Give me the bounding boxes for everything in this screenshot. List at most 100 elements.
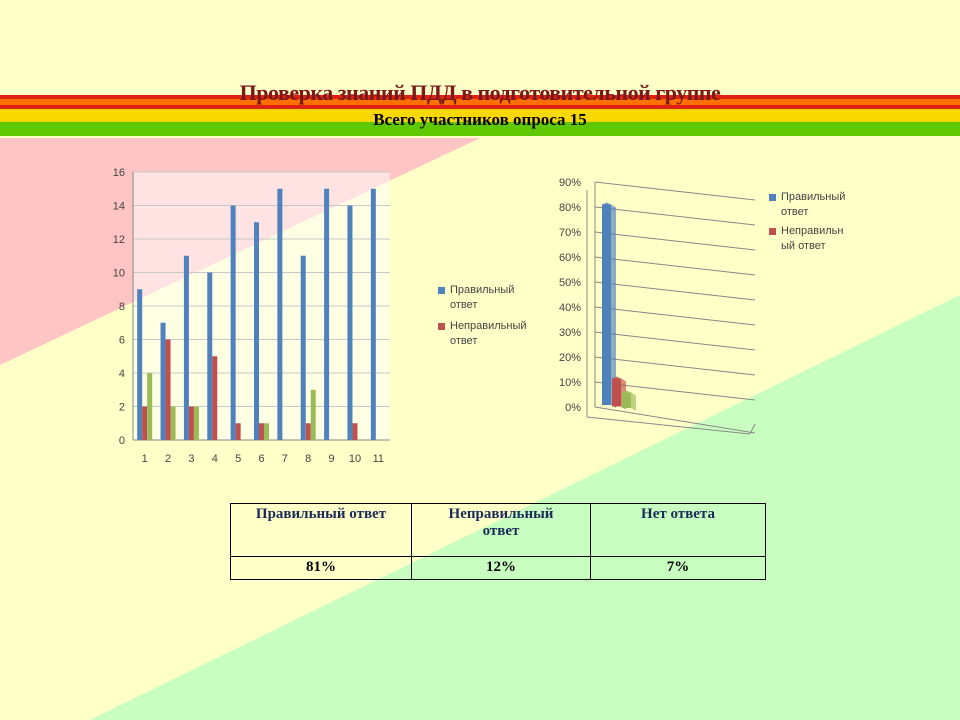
chart1-legend-incorrect: Неправильный ответ <box>438 319 527 349</box>
bar-series-2 <box>264 423 269 440</box>
bar-series-1 <box>165 339 171 440</box>
page-title: Проверка знаний ПДД в подготовительной г… <box>239 80 721 105</box>
gridline <box>594 256 756 276</box>
y-tick-label: 60% <box>559 252 581 264</box>
x-tick-label: 6 <box>258 453 264 465</box>
bar-series-0 <box>324 188 330 440</box>
bar-series-0 <box>230 205 236 440</box>
legend-swatch-correct <box>438 287 445 294</box>
y-tick-label: 0% <box>565 402 581 414</box>
stripe-orange <box>0 99 960 105</box>
y-tick-label: 8 <box>119 301 125 313</box>
y-tick-label: 12 <box>113 234 125 246</box>
table-header-row: Правильный ответ Неправильный ответ Нет … <box>230 503 766 557</box>
bar-top-series-2 <box>622 390 636 396</box>
bar-series-2 <box>193 406 199 440</box>
bar-series-0 <box>347 205 353 440</box>
bar-series-1 <box>212 356 218 440</box>
bar-series-1 <box>142 406 148 440</box>
y-tick-label: 90% <box>559 177 581 189</box>
legend-label: Правильный <box>781 191 846 203</box>
header-text: Неправильный <box>448 506 554 522</box>
table-cell: 12% <box>411 556 591 580</box>
gridline <box>594 356 756 376</box>
chart2-legend-correct: Правильный ответ <box>769 190 845 220</box>
bar-series-0 <box>370 188 376 440</box>
legend-label: Неправильный <box>450 320 527 332</box>
bar-series-0 <box>137 289 143 440</box>
chart2-legend-incorrect: Неправильн ый ответ <box>769 224 845 254</box>
bar-series-0 <box>207 272 213 440</box>
x-tick-label: 3 <box>188 453 194 465</box>
x-axis <box>586 416 751 435</box>
x-tick-label: 1 <box>142 453 148 465</box>
bar-series-0 <box>160 322 166 440</box>
gridline <box>594 231 756 251</box>
legend-swatch-incorrect <box>769 228 776 235</box>
bar-series-0 <box>254 222 259 440</box>
gridline <box>594 206 756 226</box>
bar-series-2 <box>147 373 153 440</box>
x-tick-label: 4 <box>212 453 218 465</box>
y-tick-label: 14 <box>113 201 125 213</box>
table-cell: 7% <box>590 556 766 580</box>
header-text: Правильный ответ <box>255 506 387 522</box>
x-tick-label: 11 <box>373 453 384 465</box>
y-tick-label: 6 <box>119 335 125 347</box>
bar-series-2 <box>310 389 316 440</box>
gridline <box>594 331 756 351</box>
bar-series-0 <box>183 255 189 440</box>
x-tick-label: 8 <box>305 453 311 465</box>
bar-series-1 <box>612 378 621 407</box>
bar-series-0 <box>277 188 283 440</box>
x-axis-edge <box>749 423 756 435</box>
gridline <box>594 281 756 301</box>
table-cell: 81% <box>230 556 412 580</box>
header-text: Нет ответа <box>641 506 715 522</box>
y-tick-label: 10% <box>559 377 581 389</box>
y-tick-label: 30% <box>559 327 581 339</box>
x-tick-label: 9 <box>329 453 335 465</box>
y-tick-label: 20% <box>559 352 581 364</box>
legend-label: ответ <box>450 299 478 311</box>
legend-label: ответ <box>781 206 809 218</box>
stripe-green <box>0 122 960 136</box>
bar-top-series-1 <box>612 376 626 382</box>
y-tick-label: 0 <box>119 435 125 447</box>
legend-label: Неправильн <box>781 225 844 237</box>
x-tick-label: 5 <box>235 453 241 465</box>
legend-label: ый ответ <box>781 240 826 252</box>
y-tick-label: 4 <box>119 368 125 380</box>
bar-series-1 <box>235 423 241 440</box>
legend-swatch-incorrect <box>438 323 445 330</box>
bar-series-2 <box>170 406 176 440</box>
chart1-legend: Правильный ответ Неправильный ответ <box>438 283 527 349</box>
stripe-yellow <box>0 109 960 122</box>
chart-percent-3d: 0% 10% 20% 30% 40% 50% 60% 70% 80% 90% <box>559 177 756 435</box>
legend-swatch-correct <box>769 194 776 201</box>
bar-series-1 <box>259 423 264 440</box>
y-tick-label: 70% <box>559 227 581 239</box>
summary-table: Правильный ответ Неправильный ответ Нет … <box>230 503 766 580</box>
chart2-legend: Правильный ответ Неправильн ый ответ <box>769 190 845 254</box>
bar-side-series-2 <box>631 392 636 411</box>
header-text: ответ <box>482 523 520 539</box>
gridline <box>594 306 756 326</box>
bar-series-2 <box>622 392 631 408</box>
chart1-legend-correct: Правильный ответ <box>438 283 527 313</box>
bar-series-1 <box>305 423 311 440</box>
y-tick-label: 16 <box>113 167 125 179</box>
y-tick-label: 50% <box>559 277 581 289</box>
table-header-cell: Правильный ответ <box>230 503 412 557</box>
y-tick-label: 10 <box>113 268 125 280</box>
x-tick-label: 7 <box>282 453 288 465</box>
bar-series-0 <box>300 255 306 440</box>
legend-label: Правильный <box>450 284 515 296</box>
legend-label: ответ <box>450 335 478 347</box>
bar-series-0 <box>602 204 611 405</box>
bar-series-1 <box>188 406 194 440</box>
bar-top-series-0 <box>602 202 616 208</box>
bar-series-1 <box>352 423 358 440</box>
table-header-cell: Нет ответа <box>590 503 766 557</box>
